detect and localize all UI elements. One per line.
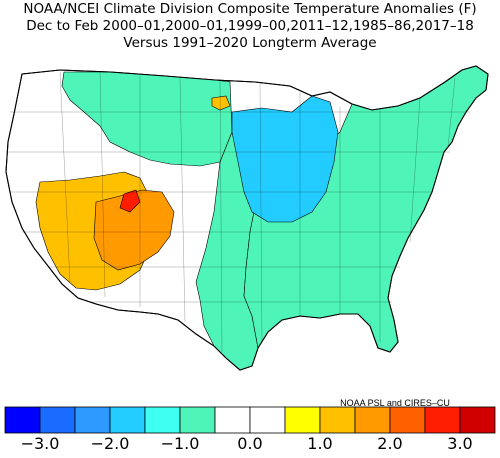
- colorbar-swatch: [74, 406, 111, 434]
- colorbar-tick-label: 1.0: [307, 434, 333, 453]
- colorbar-tick-label: 3.0: [447, 434, 473, 453]
- map-subtitle-seasons: Dec to Feb 2000–01,2000–01,1999–00,2011–…: [26, 18, 474, 34]
- map-credit: NOAA PSL and CIRES–CU: [340, 398, 450, 408]
- colorbar-tick-label: 0.0: [237, 434, 263, 453]
- colorbar-swatch: [284, 406, 321, 434]
- colorbar-swatch: [354, 406, 391, 434]
- colorbar-tick-label: −2.0: [90, 434, 130, 453]
- colorbar-swatch: [4, 406, 41, 434]
- colorbar-swatch: [389, 406, 426, 434]
- map-titles: NOAA/NCEI Climate Division Composite Tem…: [0, 0, 500, 52]
- colorbar-swatch: [319, 406, 356, 434]
- region-utah-hotspot: [119, 189, 141, 213]
- us-climate-division-map: [5, 65, 489, 371]
- colorbar-swatch: [144, 406, 181, 434]
- region-north-dakota-pocket: [211, 95, 231, 111]
- colorbar-swatch: [109, 406, 146, 434]
- conus-outline: [5, 65, 489, 371]
- colorbar-tick-label: −3.0: [20, 434, 60, 453]
- colorbar-swatch: [459, 406, 496, 434]
- map-title: NOAA/NCEI Climate Division Composite Tem…: [23, 1, 477, 17]
- colorbar: [4, 406, 496, 434]
- colorbar-swatch: [214, 406, 251, 434]
- division-boundaries: [8, 71, 470, 353]
- colorbar-swatch: [39, 406, 76, 434]
- colorbar-tick-label: −1.0: [160, 434, 200, 453]
- colorbar-swatch: [249, 406, 286, 434]
- colorbar-tick-label: 2.0: [377, 434, 403, 453]
- region-upper-midwest: [231, 95, 339, 223]
- map-subtitle-baseline: Versus 1991–2020 Longterm Average: [123, 35, 377, 51]
- region-utah-colorado-core: [93, 189, 175, 271]
- colorbar-swatch: [179, 406, 216, 434]
- colorbar-swatch: [424, 406, 461, 434]
